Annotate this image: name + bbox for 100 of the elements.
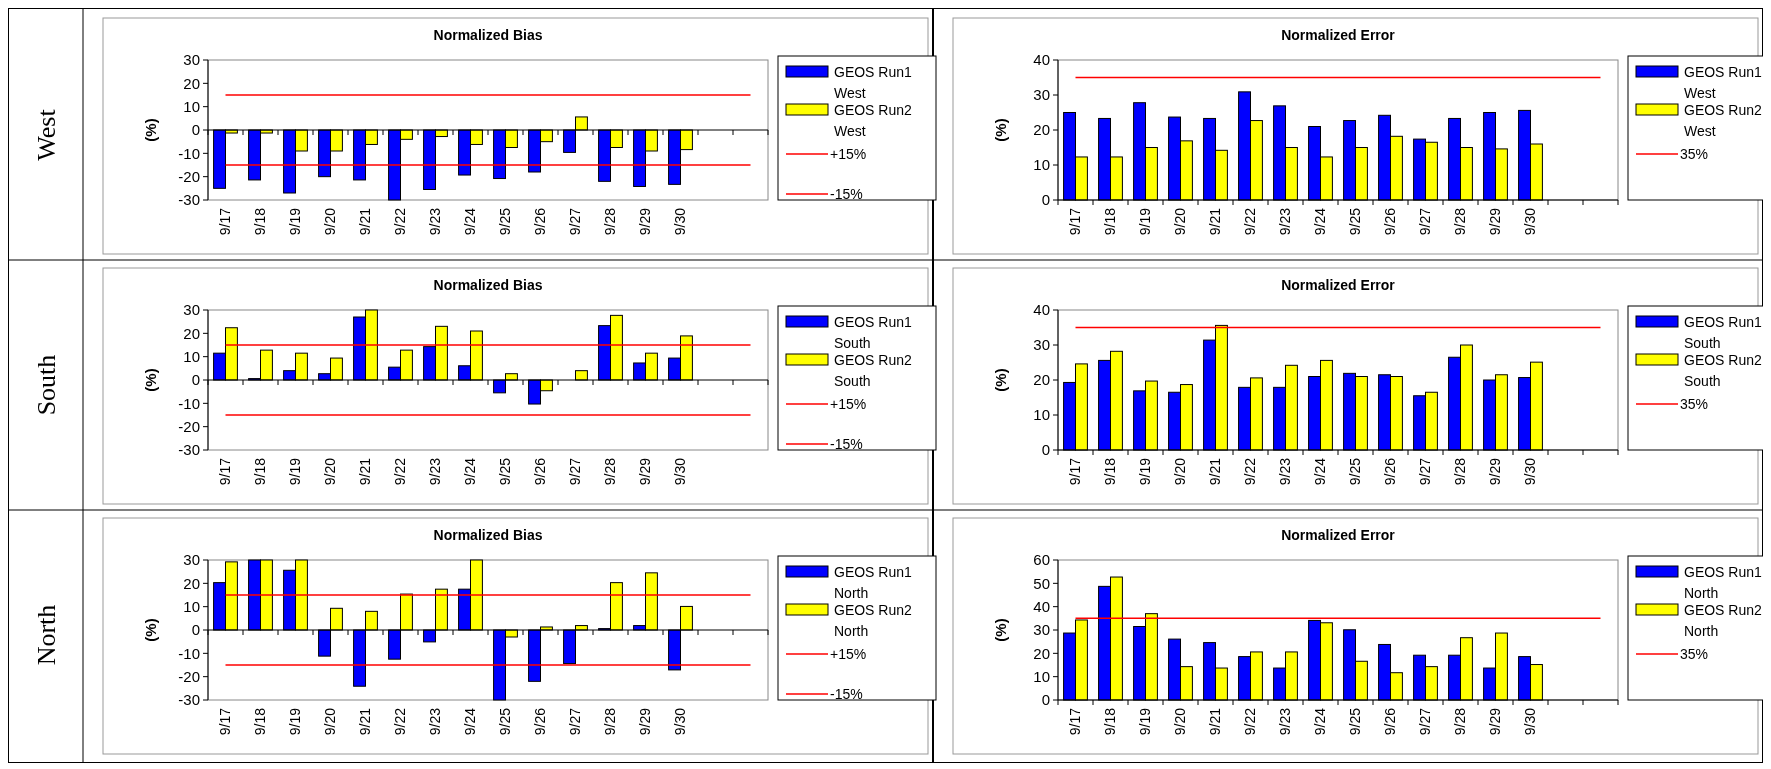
x-tick-label: 9/19: [287, 207, 304, 236]
y-tick-label: 30: [1033, 86, 1050, 104]
x-tick-label: 9/17: [217, 707, 234, 736]
x-tick-label: 9/29: [1487, 707, 1504, 736]
x-tick-label: 9/17: [1067, 457, 1084, 486]
y-tick-label: 30: [1033, 621, 1050, 639]
legend-label: GEOS Run2 West: [834, 102, 913, 139]
x-tick-label: 9/28: [1452, 457, 1469, 486]
legend-label: GEOS Run1 South: [834, 314, 913, 351]
x-tick-label: 9/24: [1312, 207, 1329, 236]
legend-label: GEOS Run2 North: [834, 602, 913, 639]
y-tick-label: 20: [183, 74, 200, 92]
legend-label: GEOS Run2 South: [1684, 352, 1763, 389]
y-tick-label: 30: [183, 51, 200, 69]
y-axis-title: (%): [992, 118, 1009, 142]
y-tick-label: 10: [1033, 406, 1050, 424]
x-tick-label: 9/18: [1102, 457, 1119, 486]
x-tick-label: 9/28: [602, 207, 619, 236]
x-tick-label: 9/26: [1382, 707, 1399, 736]
y-tick-label: -20: [178, 667, 200, 685]
x-tick-label: 9/21: [1207, 457, 1224, 486]
y-axis-title: (%): [992, 368, 1009, 392]
chart-title: Normalized Bias: [433, 277, 543, 293]
y-tick-label: 30: [1033, 336, 1050, 354]
x-tick-label: 9/28: [602, 457, 619, 486]
x-tick-label: 9/24: [1312, 707, 1329, 736]
x-tick-label: 9/27: [567, 457, 584, 486]
x-tick-label: 9/19: [1137, 207, 1154, 236]
y-tick-label: 20: [1033, 121, 1050, 139]
legend-label: -15%: [830, 436, 863, 452]
legend-label: GEOS Run1 West: [834, 64, 913, 101]
y-tick-label: 0: [191, 371, 200, 389]
x-tick-label: 9/23: [427, 207, 444, 236]
y-tick-label: -20: [178, 167, 200, 185]
chart-title: Normalized Error: [1281, 27, 1396, 43]
legend-label: GEOS Run1 South: [1684, 314, 1763, 351]
y-axis-title: (%): [142, 118, 159, 142]
x-tick-label: 9/26: [1382, 457, 1399, 486]
x-tick-label: 9/18: [252, 207, 269, 236]
x-tick-label: 9/24: [462, 457, 479, 486]
y-tick-label: 20: [1033, 644, 1050, 662]
x-tick-label: 9/25: [497, 207, 514, 236]
legend-label: 35%: [1680, 646, 1709, 662]
x-tick-label: 9/19: [1137, 457, 1154, 486]
x-tick-label: 9/17: [217, 207, 234, 236]
x-tick-label: 9/26: [532, 207, 549, 236]
chart-title: Normalized Error: [1281, 527, 1396, 543]
x-tick-label: 9/30: [1522, 707, 1539, 736]
y-tick-label: -10: [178, 394, 200, 412]
y-tick-label: 50: [1033, 574, 1050, 592]
x-tick-label: 9/30: [672, 207, 689, 236]
x-tick-label: 9/20: [1172, 707, 1189, 736]
x-tick-label: 9/21: [357, 207, 374, 236]
x-tick-label: 9/27: [1417, 207, 1434, 236]
x-tick-label: 9/21: [357, 707, 374, 736]
y-tick-label: -30: [178, 191, 200, 209]
text: North: [31, 604, 61, 666]
x-tick-label: 9/25: [1347, 207, 1364, 236]
y-tick-label: 0: [1041, 691, 1050, 709]
x-tick-label: 9/29: [1487, 207, 1504, 236]
x-tick-label: 9/22: [1242, 707, 1259, 736]
x-tick-label: 9/18: [252, 707, 269, 736]
x-tick-label: 9/25: [497, 707, 514, 736]
x-tick-label: 9/27: [1417, 457, 1434, 486]
y-tick-label: 20: [1033, 371, 1050, 389]
x-tick-label: 9/17: [217, 457, 234, 486]
x-tick-label: 9/28: [1452, 207, 1469, 236]
legend-label: GEOS Run2 West: [1684, 102, 1763, 139]
x-tick-label: 9/29: [637, 707, 654, 736]
x-tick-label: 9/29: [637, 457, 654, 486]
x-tick-label: 9/17: [1067, 707, 1084, 736]
x-tick-label: 9/23: [1277, 457, 1294, 486]
x-tick-label: 9/26: [532, 457, 549, 486]
legend-label: GEOS Run2 South: [834, 352, 913, 389]
x-tick-label: 9/26: [1382, 207, 1399, 236]
y-tick-label: 20: [183, 574, 200, 592]
x-tick-label: 9/20: [322, 207, 339, 236]
y-tick-label: 10: [183, 597, 200, 615]
y-tick-label: -10: [178, 144, 200, 162]
x-tick-label: 9/19: [287, 457, 304, 486]
x-tick-label: 9/20: [322, 707, 339, 736]
x-tick-label: 9/22: [392, 707, 409, 736]
y-axis-title: (%): [992, 618, 1009, 642]
y-tick-label: -20: [178, 417, 200, 435]
x-tick-label: 9/18: [252, 457, 269, 486]
x-tick-label: 9/22: [392, 207, 409, 236]
x-tick-label: 9/24: [462, 207, 479, 236]
y-tick-label: 0: [1041, 441, 1050, 459]
x-tick-label: 9/19: [1137, 707, 1154, 736]
y-tick-label: 10: [1033, 667, 1050, 685]
legend-label: 35%: [1680, 146, 1709, 162]
legend-label: +15%: [830, 396, 867, 412]
y-tick-label: 0: [1041, 191, 1050, 209]
legend-label: +15%: [830, 146, 867, 162]
x-tick-label: 9/25: [1347, 457, 1364, 486]
text: West: [31, 108, 61, 161]
x-tick-label: 9/29: [1487, 457, 1504, 486]
y-axis-title: (%): [142, 368, 159, 392]
x-tick-label: 9/21: [1207, 207, 1224, 236]
y-tick-label: 40: [1033, 597, 1050, 615]
